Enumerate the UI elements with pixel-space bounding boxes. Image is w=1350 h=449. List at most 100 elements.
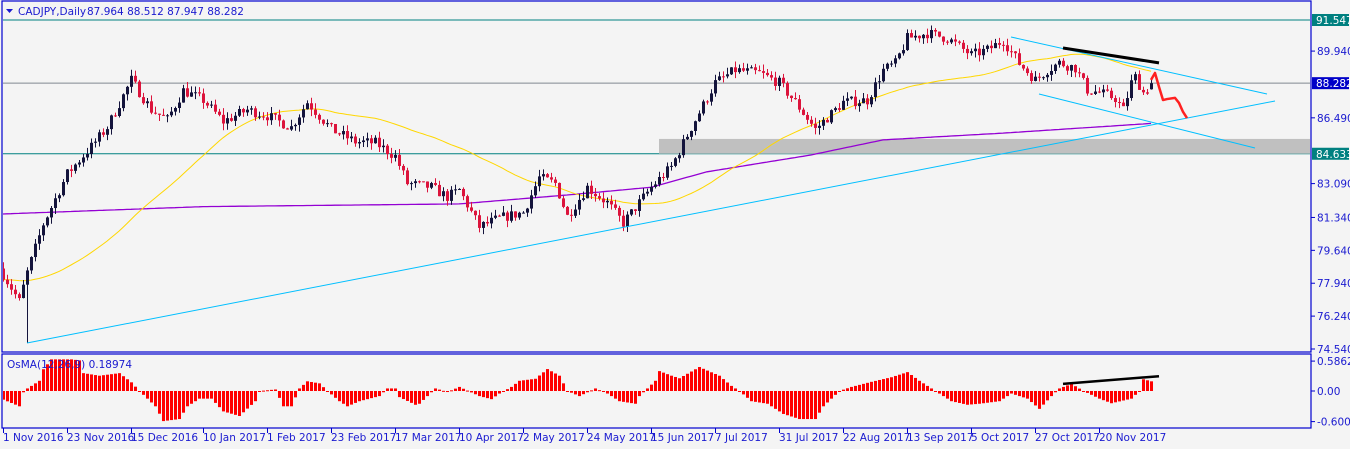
candle-body [618, 207, 621, 216]
osma-bar [878, 379, 881, 391]
osma-bar [158, 391, 161, 414]
candle-body [698, 113, 701, 122]
candle [950, 37, 953, 45]
candle [146, 98, 149, 108]
candle [150, 95, 153, 115]
candle-body [1134, 74, 1137, 81]
candle [962, 40, 965, 53]
candle [766, 69, 769, 77]
candle [498, 214, 501, 217]
candle-body [594, 193, 597, 197]
candle [74, 163, 77, 174]
candle [1054, 63, 1057, 74]
candle-body [598, 196, 601, 199]
candle-body [138, 81, 141, 98]
osma-bar [142, 391, 145, 395]
osma-bar [770, 391, 773, 407]
osma-bar [402, 391, 405, 400]
candle [822, 117, 825, 131]
osma-bar [522, 380, 525, 391]
candle-body [314, 109, 317, 115]
candle [594, 188, 597, 202]
osma-bar [666, 374, 669, 391]
osma-bar [718, 375, 721, 391]
candle-body [1014, 51, 1017, 54]
candle-body [822, 119, 825, 126]
candle [726, 67, 729, 79]
candle-body [830, 110, 833, 123]
candle [142, 92, 145, 105]
osma-bar [414, 391, 417, 405]
candle-body [814, 123, 817, 128]
time-tick-label: 5 Oct 2017 [971, 432, 1029, 444]
candle [522, 211, 525, 214]
candle-body [430, 183, 433, 188]
osma-bar [1054, 391, 1057, 393]
candle [318, 113, 321, 124]
candle-body [894, 58, 897, 64]
osma-bar [134, 386, 137, 391]
osma-bar [1094, 391, 1097, 397]
candle [330, 122, 333, 127]
candle [290, 119, 293, 131]
osma-bar [894, 375, 897, 391]
candle [1002, 41, 1005, 52]
osma-bar [346, 391, 349, 407]
candle [282, 119, 285, 129]
osma-bar [490, 391, 493, 400]
candle-body [734, 67, 737, 73]
candle-body [950, 39, 953, 43]
candle-body [190, 92, 193, 97]
osma-bar [374, 391, 377, 398]
candle [1134, 71, 1137, 84]
osma-bar [738, 391, 741, 392]
candle-body [990, 45, 993, 49]
candle [982, 45, 985, 60]
candle [86, 147, 89, 161]
chart-symbol: CADJPY,Daily [18, 6, 86, 18]
osma-bar [630, 391, 633, 404]
price-marker-label: 91.547 [1316, 15, 1350, 27]
candle [658, 171, 661, 187]
candle-body [758, 70, 761, 72]
candle [842, 95, 845, 110]
candle [750, 65, 753, 69]
time-tick-label: 10 Jan 2017 [203, 432, 266, 444]
candle [1130, 74, 1133, 101]
candle [790, 95, 793, 102]
osma-bar [46, 364, 49, 391]
candle-body [178, 102, 181, 109]
osma-bar [1070, 383, 1073, 391]
osma-bar [926, 385, 929, 391]
osma-bar [1018, 391, 1021, 397]
candle [174, 106, 177, 116]
candle-body [962, 42, 965, 49]
candle [90, 138, 93, 159]
collapse-triangle-icon[interactable] [6, 9, 13, 13]
chart-ohlc: 87.964 88.512 87.947 88.282 [87, 6, 244, 18]
candle [514, 211, 517, 221]
candle-body [486, 221, 489, 224]
osma-bar [110, 374, 113, 391]
candle-body [370, 138, 373, 144]
osma-bar [758, 391, 761, 403]
candle-body [994, 43, 997, 49]
candle [370, 135, 373, 150]
candle-body [374, 137, 377, 144]
candle [502, 206, 505, 217]
osma-bar [478, 391, 481, 397]
osma-bar [722, 379, 725, 391]
osma-bar [962, 391, 965, 404]
osma-bar [54, 359, 57, 391]
candle-body [770, 75, 773, 78]
candle-body [110, 115, 113, 130]
candle-body [546, 174, 549, 178]
osma-bar [190, 391, 193, 404]
candle-body [482, 221, 485, 228]
osma-bar [526, 379, 529, 391]
osma-bar [798, 391, 801, 420]
osma-bar [342, 391, 345, 404]
osma-bar [582, 391, 585, 395]
osma-bar [1082, 391, 1085, 392]
